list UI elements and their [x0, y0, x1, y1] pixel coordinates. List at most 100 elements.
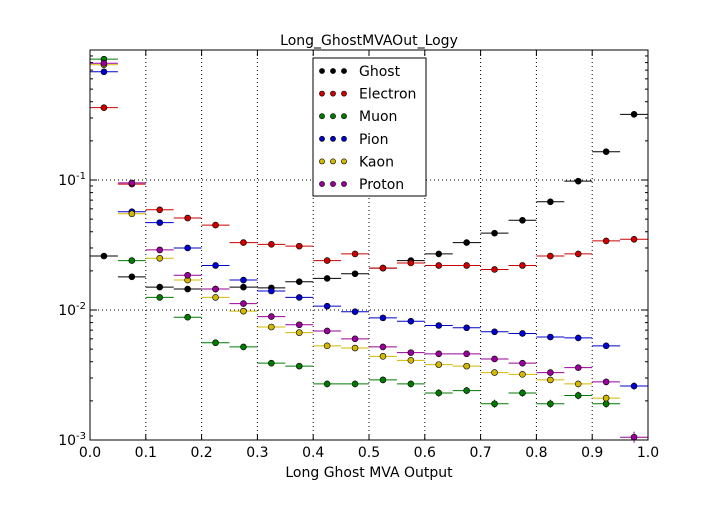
pion-point [491, 328, 498, 336]
x-tick-label: 0.7 [469, 445, 491, 461]
proton-point [212, 285, 219, 293]
legend-box [312, 57, 427, 197]
pion-point [547, 333, 554, 341]
legend-marker-ghost [319, 68, 325, 74]
ghost-point [323, 275, 331, 282]
muon-point [463, 387, 470, 394]
x-tick-label: 0.3 [246, 445, 268, 461]
muon-point [574, 392, 582, 399]
proton-point [519, 359, 526, 367]
legend-marker-proton [319, 181, 325, 187]
legend-label-ghost: Ghost [359, 64, 401, 80]
pion-point [602, 342, 610, 350]
y-tick-label: 10-2 [58, 301, 86, 319]
ghost-point [128, 273, 136, 281]
electron-point [519, 262, 526, 269]
kaon-point [602, 394, 610, 402]
muon-point [407, 380, 415, 388]
x-tick-label: 0.8 [525, 445, 547, 461]
ghost-point [295, 278, 303, 286]
electron-point [295, 242, 303, 250]
muon-point [351, 380, 359, 388]
kaon-point [574, 380, 582, 388]
muon-point [268, 359, 275, 367]
x-tick-label: 0.1 [135, 445, 157, 461]
ghost-point [630, 111, 638, 118]
proton-point [602, 378, 610, 386]
x-tick-label: 0.9 [581, 445, 603, 461]
kaon-point [407, 357, 415, 364]
muon-point [128, 257, 136, 264]
pion-point [519, 330, 526, 337]
legend-label-muon: Muon [359, 109, 397, 125]
y-tick-label: 10-1 [58, 171, 86, 189]
x-tick-label: 0.2 [190, 445, 212, 461]
legend-marker-kaon [330, 158, 336, 165]
pion-point [156, 219, 164, 226]
kaon-point [435, 361, 443, 368]
electron-point [156, 206, 164, 214]
pion-point [240, 276, 247, 284]
kaon-point [379, 353, 387, 360]
muon-point [323, 380, 331, 388]
electron-point [630, 235, 638, 243]
kaon-point [212, 294, 219, 301]
x-tick-label: 1.0 [637, 445, 659, 461]
legend-marker-proton [330, 181, 336, 187]
ghost-point [100, 252, 108, 260]
electron-point [602, 237, 610, 245]
proton-point [323, 327, 331, 335]
ghost-point [463, 239, 470, 246]
muon-point [547, 400, 554, 408]
kaon-point [156, 254, 164, 262]
pion-point [574, 334, 582, 342]
kaon-point [268, 323, 275, 331]
electron-point [463, 262, 470, 269]
pion-point [323, 302, 331, 310]
x-tick-label: 0.4 [302, 445, 324, 461]
proton-point [491, 355, 498, 363]
ghost-point [156, 283, 164, 291]
pion-point [630, 382, 638, 390]
x-tick-label: 0.0 [79, 445, 101, 461]
ghost-point [574, 177, 582, 185]
legend: Ghost Electron Muon Pion Kaon Proton [312, 57, 427, 197]
legend-marker-muon [330, 113, 336, 120]
pion-point [184, 244, 191, 252]
legend-marker-pion [319, 135, 325, 142]
muon-point [212, 339, 219, 347]
kaon-point [295, 329, 303, 336]
electron-point [407, 259, 415, 267]
ghost-point [351, 270, 359, 278]
proton-point [547, 369, 554, 376]
kaon-point [519, 371, 526, 378]
legend-marker-electron [319, 90, 325, 97]
pion-point [435, 322, 443, 329]
legend-label-pion: Pion [359, 132, 388, 148]
legend-marker-muon [341, 113, 347, 120]
ghost-point [602, 148, 610, 156]
electron-point [574, 250, 582, 258]
muon-point [156, 294, 164, 301]
electron-point [547, 252, 554, 260]
x-tick-label: 0.5 [358, 445, 380, 461]
pion-point [351, 308, 359, 316]
proton-point [351, 335, 359, 343]
legend-marker-kaon [341, 158, 347, 165]
legend-marker-kaon [319, 158, 325, 165]
muon-point [491, 400, 498, 408]
proton-point [295, 321, 303, 329]
proton-point [184, 271, 191, 279]
electron-point [184, 214, 191, 222]
muon-point [295, 362, 303, 370]
proton-point [463, 350, 470, 358]
proton-point [379, 343, 387, 351]
proton-point [630, 433, 638, 441]
pion-point [100, 68, 108, 76]
ghost-point [184, 285, 191, 293]
proton-point [240, 300, 247, 307]
electron-point [240, 239, 247, 246]
legend-label-kaon: Kaon [359, 154, 394, 170]
pion-point [463, 324, 470, 332]
pion-point [407, 317, 415, 325]
